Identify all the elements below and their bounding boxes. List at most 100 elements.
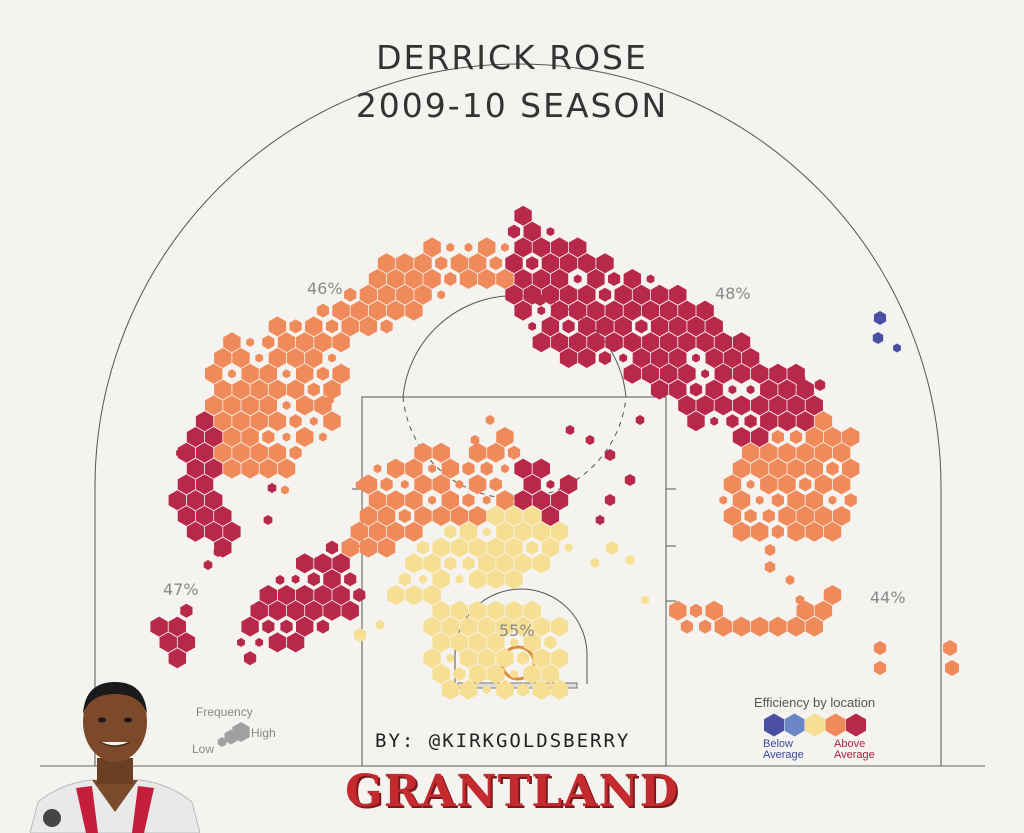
shot-hex	[714, 332, 732, 353]
shot-hex	[514, 458, 532, 479]
shot-hex	[459, 269, 478, 289]
shot-hex	[377, 253, 396, 274]
shot-hex	[778, 411, 796, 432]
shot-hex	[487, 506, 505, 526]
shot-hex	[608, 272, 621, 286]
shot-hex	[316, 619, 329, 634]
shot-hex	[462, 461, 475, 476]
shot-hex	[546, 227, 555, 237]
shot-hex	[526, 540, 539, 555]
shot-hex	[569, 300, 587, 321]
shot-hex	[505, 537, 523, 558]
shot-hex	[669, 316, 687, 337]
shot-hex	[480, 461, 493, 476]
shot-hex	[760, 474, 778, 495]
shot-hex	[550, 300, 569, 321]
shot-hex	[732, 616, 751, 637]
shot-hex	[255, 637, 264, 647]
shot-hex	[787, 395, 805, 416]
shot-hex	[814, 379, 826, 391]
shot-hex	[623, 332, 641, 353]
shot-hex	[714, 363, 732, 384]
shot-hex	[205, 521, 223, 542]
shot-hex	[296, 616, 314, 637]
shot-hex	[432, 664, 450, 684]
shot-hex	[741, 348, 760, 368]
shot-hex	[459, 679, 478, 700]
shot-hex	[696, 300, 714, 321]
shot-hex	[669, 379, 687, 400]
shot-hex	[805, 427, 823, 447]
shot-hex	[893, 343, 901, 353]
shot-hex	[501, 464, 509, 474]
shot-hex	[214, 442, 232, 463]
shot-hex	[416, 540, 430, 555]
shot-hex	[587, 269, 605, 289]
shot-hex	[286, 632, 305, 653]
shot-hex	[373, 464, 382, 474]
shot-hex	[205, 458, 223, 479]
shot-hex	[423, 616, 441, 637]
shot-hex	[296, 553, 314, 574]
shot-hex	[232, 348, 250, 368]
shot-hex	[455, 574, 464, 584]
shot-hex	[723, 506, 742, 526]
shot-hex	[380, 319, 393, 334]
shot-hex	[482, 495, 491, 505]
shot-hex	[641, 363, 660, 384]
shot-hex	[286, 600, 305, 621]
shot-hex	[400, 479, 409, 489]
shot-hex	[550, 521, 569, 542]
shot-hex	[205, 363, 223, 384]
shot-hex	[232, 379, 250, 400]
shot-hex	[787, 616, 805, 637]
shot-hex	[203, 560, 213, 570]
shot-hex	[432, 537, 450, 558]
shot-hex	[387, 458, 405, 479]
efficiency-legend-title: Efficiency by location	[754, 695, 876, 710]
shot-hex	[478, 553, 496, 574]
shot-hex	[168, 616, 186, 637]
shot-hex	[514, 553, 532, 574]
shot-hex	[464, 242, 473, 252]
shot-hex	[778, 442, 796, 463]
zone-pct-right-corner: 44%	[870, 588, 906, 607]
shot-hex	[669, 284, 687, 305]
shot-hex	[660, 332, 678, 353]
shot-hex	[778, 379, 796, 400]
shot-hex	[387, 490, 405, 511]
shot-hex	[323, 379, 341, 400]
shot-hex	[769, 458, 787, 479]
shot-hex	[414, 253, 432, 274]
shot-hex	[523, 664, 541, 684]
shot-hex	[523, 221, 541, 242]
shot-hex	[705, 316, 723, 337]
shot-hex	[532, 237, 550, 258]
shot-hex	[277, 332, 296, 353]
shot-hex	[387, 585, 405, 605]
shot-hex	[873, 641, 887, 655]
shot-hex	[214, 348, 232, 368]
shot-hex	[828, 495, 837, 505]
shot-hex	[282, 432, 291, 442]
efficiency-legend-hex	[764, 713, 784, 737]
shot-hex	[325, 540, 339, 555]
shot-hex	[405, 490, 423, 511]
shot-hex	[771, 430, 784, 444]
shot-hex	[814, 600, 833, 621]
shot-hex	[596, 253, 614, 274]
shot-hex	[289, 445, 302, 460]
shot-hex	[614, 316, 632, 337]
shot-hex	[669, 348, 687, 368]
shot-hex	[482, 685, 491, 695]
shot-hex	[450, 253, 469, 274]
shot-hex	[762, 509, 775, 523]
shot-hex	[805, 458, 823, 479]
shot-hex	[282, 400, 291, 410]
shot-hex	[496, 553, 514, 574]
shot-hex	[444, 524, 457, 539]
shot-hex	[359, 537, 378, 558]
shot-hex	[945, 660, 959, 676]
shot-hex	[732, 458, 751, 479]
shot-hex	[487, 600, 505, 621]
